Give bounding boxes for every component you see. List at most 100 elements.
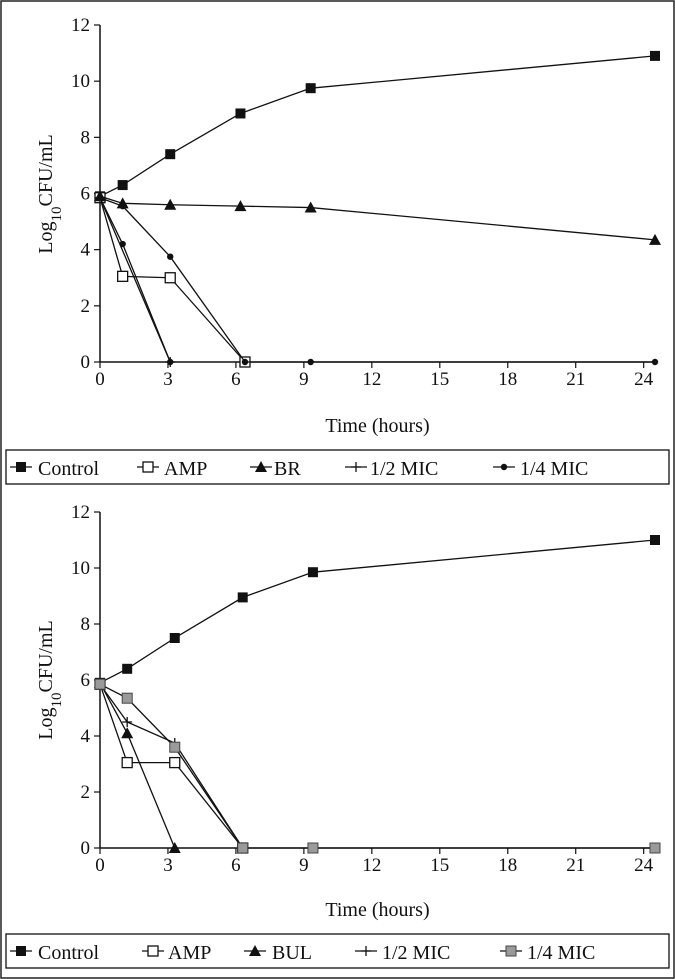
x-tick-label: 3 [163,369,173,390]
legend-label: Control [38,458,100,480]
data-point [122,717,133,727]
x-axis-title: Time (hours) [325,899,429,921]
legend-label: AMP [164,458,207,480]
data-point [650,50,660,61]
legend-marker [147,945,159,957]
data-point [119,240,126,248]
series-amp [94,678,249,854]
data-point [168,842,181,853]
legend-box [5,449,670,485]
data-point [164,272,176,284]
y-axis-title-subscript: 10 [49,207,65,222]
x-axis-title: Time (hours) [325,415,429,437]
data-point [649,233,661,245]
legend: Control AMP BR 1/2 MIC 1/4 MIC [5,449,670,485]
data-point [169,633,180,643]
x-tick-label: 6 [231,369,241,390]
x-tick-label: 3 [163,855,173,876]
legend-item-1-4-mic: 1/4 MIC [493,458,588,480]
data-point [651,358,659,366]
series-line [99,195,656,241]
x-tick-label: 15 [430,855,449,876]
x-tick-label: 18 [498,369,517,390]
data-point [234,200,247,212]
legend-item-bul: BUL [244,942,312,964]
y-tick-label: 8 [81,614,91,635]
data-point [305,83,316,94]
y-axis-title-main: Log [35,708,57,740]
data-point [307,567,318,578]
data-point [121,756,133,769]
series-line [99,683,655,849]
legend-box [5,933,670,969]
data-point [121,692,133,704]
data-point [117,270,129,282]
data-point [235,108,246,119]
series-control [95,50,660,202]
x-tick-label: 18 [498,855,517,876]
y-axis-title-unit: CFU/mL [35,134,57,206]
legend-marker [142,461,154,473]
series-line [99,197,246,363]
series-amp [94,192,251,368]
legend-marker [505,945,517,957]
legend-marker [351,462,361,472]
data-point [117,180,128,191]
data-point [164,198,177,210]
y-axis-title: Log10CFU/mL [35,134,65,253]
legend-label: 1/4 MIC [527,942,595,964]
legend-marker [361,946,371,956]
legend-marker [249,945,261,956]
data-point [119,202,126,210]
x-tick-label: 21 [566,369,585,390]
series-1-4-mic [96,194,659,366]
legend-item-1-2-mic: 1/2 MIC [355,942,450,964]
data-point [307,842,319,854]
legend-item-1-4-mic: 1/4 MIC [500,942,595,964]
series-control [95,535,660,688]
y-tick-label: 10 [71,71,90,92]
series-line [99,55,656,197]
data-point [649,842,661,854]
series-1-4-mic [94,678,661,854]
legend-item-control: Control [10,942,100,964]
x-tick-label: 24 [634,369,654,390]
data-point [122,663,133,674]
x-tick-label: 9 [299,855,309,876]
legend-marker [255,461,267,472]
legend: Control AMP BUL 1/2 MIC 1/4 MIC [5,933,670,969]
legend-marker [16,946,26,956]
legend-item-control: Control [10,458,100,480]
y-axis-title-main: Log [35,222,57,254]
legend-label: 1/4 MIC [520,458,588,480]
x-tick-label: 0 [95,369,105,390]
y-tick-label: 0 [81,838,91,859]
legend-marker [16,462,26,472]
legend-label: AMP [168,942,211,964]
x-tick-label: 12 [362,855,381,876]
legend-item-1-2-mic: 1/2 MIC [345,458,438,480]
legend-label: 1/2 MIC [382,942,450,964]
series-unlabeled-5 [96,194,174,366]
data-point [307,358,314,366]
data-point [165,149,176,160]
series-line [99,197,655,363]
y-tick-label: 2 [81,296,91,317]
data-point [241,358,249,366]
y-tick-label: 4 [81,240,91,261]
legend-label: 1/2 MIC [370,458,438,480]
y-tick-label: 0 [81,352,91,373]
legend-item-br: BR [250,458,301,480]
data-point [121,727,134,739]
data-point [169,741,181,753]
data-point [237,592,248,603]
legend-marker [500,463,508,471]
x-tick-label: 24 [634,855,654,876]
data-point [650,535,660,545]
data-point [169,756,181,769]
